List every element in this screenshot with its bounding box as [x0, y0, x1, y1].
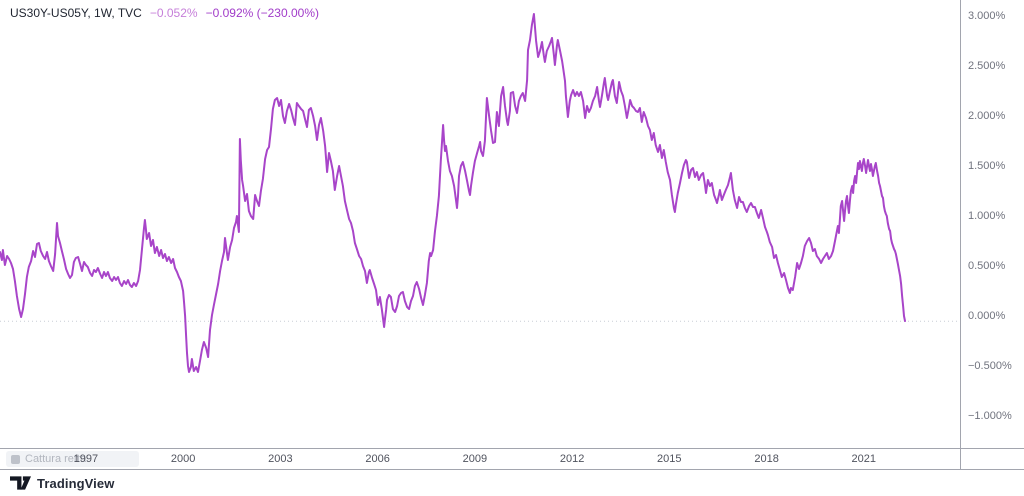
price-axis-label: 2.000%	[968, 110, 1006, 122]
price-axis-label: 1.500%	[968, 160, 1006, 172]
tradingview-logo-icon[interactable]	[10, 476, 31, 490]
footer-bar: TradingView	[0, 470, 1024, 496]
time-axis-label: 1997	[73, 453, 99, 465]
capture-tooltip-ghost: Cattura retta	[6, 451, 139, 467]
price-axis-label: 0.000%	[968, 310, 1006, 322]
price-axis-label: 2.500%	[968, 60, 1006, 72]
time-axis-label: 2021	[851, 453, 877, 465]
tradingview-wordmark[interactable]: TradingView	[37, 475, 115, 491]
price-axis-label: 3.000%	[968, 10, 1006, 22]
series-line	[0, 13, 906, 373]
series-svg	[0, 13, 960, 373]
price-axis-label: −0.500%	[968, 360, 1012, 372]
symbol-title[interactable]: US30Y-US05Y, 1W, TVC	[10, 6, 142, 20]
time-axis-label: 2003	[268, 453, 293, 465]
legend: US30Y-US05Y, 1W, TVC −0.052% −0.092% (−2…	[10, 6, 319, 20]
price-axis-label: −1.000%	[968, 410, 1012, 422]
time-axis-label: 2015	[657, 453, 682, 465]
time-axis[interactable]: Cattura retta 1997 2000 2003 2006 2009 2012 20…	[0, 448, 1024, 470]
price-axis-label: 1.000%	[968, 210, 1006, 222]
capture-ghost-label: Cattura retta	[25, 453, 87, 465]
capture-ghost-icon	[11, 454, 20, 464]
price-axis[interactable]: 3.000% 2.500% 2.000% 1.500% 1.000% 0.500% 0.00…	[960, 0, 1024, 448]
time-axis-label: 2009	[462, 453, 488, 465]
time-axis-label: 2018	[754, 453, 779, 465]
time-axis-label: 2006	[365, 453, 390, 465]
price-axis-label: 0.500%	[968, 260, 1006, 272]
axis-corner-divider	[960, 449, 961, 469]
time-axis-label: 2012	[559, 453, 585, 465]
legend-change-value: −0.092% (−230.00%)	[205, 6, 319, 20]
price-pane[interactable]: US30Y-US05Y, 1W, TVC −0.052% −0.092% (−2…	[0, 0, 960, 448]
legend-last-value: −0.052%	[149, 6, 198, 20]
time-axis-label: 2000	[170, 453, 196, 465]
